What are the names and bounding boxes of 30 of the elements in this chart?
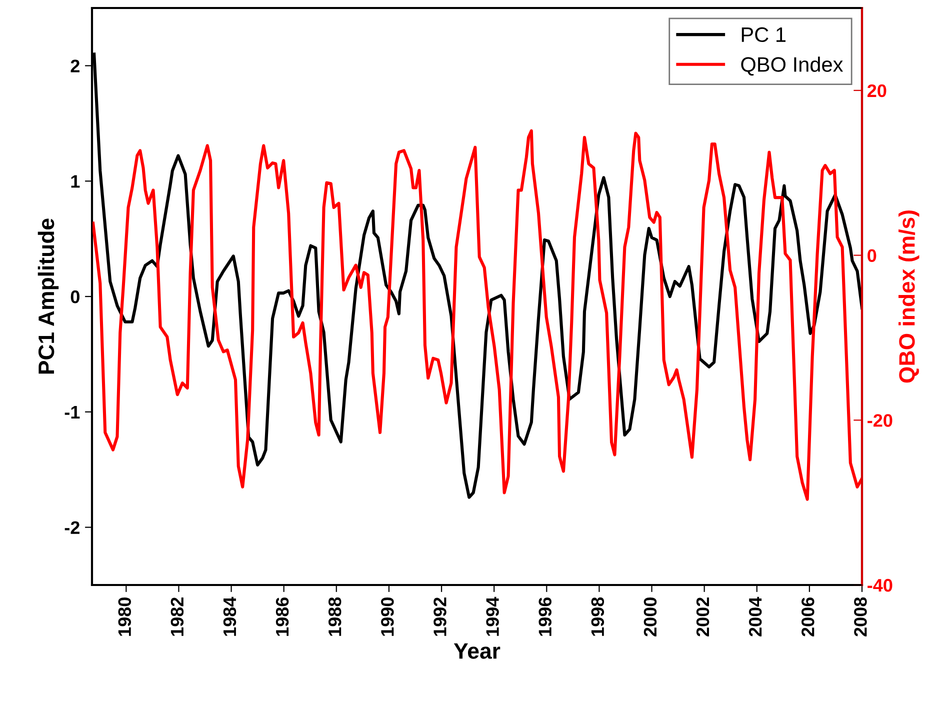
x-tick-label: 2000 [644, 598, 657, 636]
y2-tick-label: -40 [868, 578, 892, 592]
x-tick-label: 2006 [802, 597, 814, 636]
y-tick-label: -2 [64, 521, 80, 534]
legend-label: QBO Index [741, 56, 844, 76]
legend-label: PC 1 [742, 27, 786, 42]
line-series [92, 129, 862, 501]
y-tick-label: 0 [70, 290, 80, 304]
y2-tick-label: 20 [867, 84, 886, 98]
x-tick-label: 2008 [854, 597, 867, 636]
x-tick-label: 1984 [223, 596, 236, 636]
y-tick-label: -1 [64, 406, 80, 418]
x-tick-label: 1996 [538, 597, 552, 636]
x-tick-label: 1992 [434, 598, 446, 636]
x-tick-label: 1988 [328, 597, 342, 636]
x-tick-label: 1982 [170, 598, 184, 636]
y2-tick-label: -20 [868, 414, 892, 427]
y-axis-title: PC1 Amplitude [38, 218, 59, 374]
x-axis-title: Year [454, 643, 500, 659]
y2-axis-title: QBO index (m/s) [898, 210, 920, 383]
x-tick-label: 1998 [591, 597, 604, 636]
x-tick-label: 1990 [381, 598, 394, 636]
y2-tick-label: 0 [868, 249, 876, 262]
y-tick-label: 2 [70, 60, 80, 72]
x-tick-label: 1980 [118, 598, 132, 636]
x-tick-label: 1986 [276, 597, 289, 636]
y-tick-label: 1 [71, 175, 80, 188]
x-tick-label: 2002 [696, 598, 710, 636]
x-tick-label: 2004 [748, 596, 762, 636]
x-tick-label: 1994 [486, 596, 499, 636]
